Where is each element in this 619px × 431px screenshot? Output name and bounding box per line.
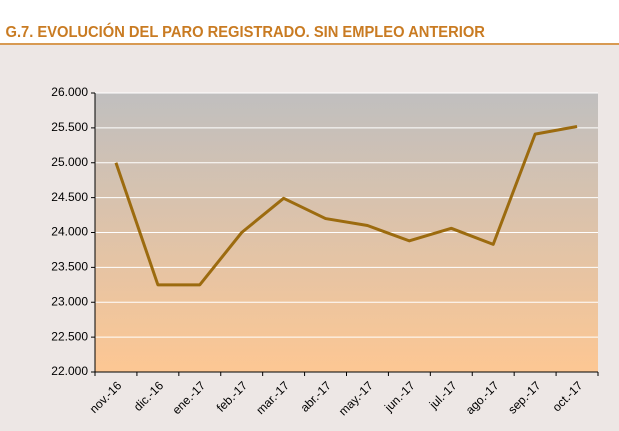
data-line	[114, 125, 578, 287]
y-tick-label: 22.000	[51, 364, 88, 378]
y-tick-label: 26.000	[51, 85, 88, 99]
chart-title: G.7. EVOLUCIÓN DEL PARO REGISTRADO. SIN …	[6, 23, 485, 42]
title-bar	[0, 0, 619, 44]
y-tick-label: 23.500	[51, 260, 88, 274]
y-tick-label: 24.000	[51, 225, 88, 239]
y-tick-label: 25.500	[51, 120, 88, 134]
y-tick-label: 22.500	[51, 329, 88, 343]
y-tick-label: 24.500	[51, 190, 88, 204]
y-tick-label: 25.000	[51, 155, 88, 169]
y-tick-label: 23.000	[51, 294, 88, 308]
